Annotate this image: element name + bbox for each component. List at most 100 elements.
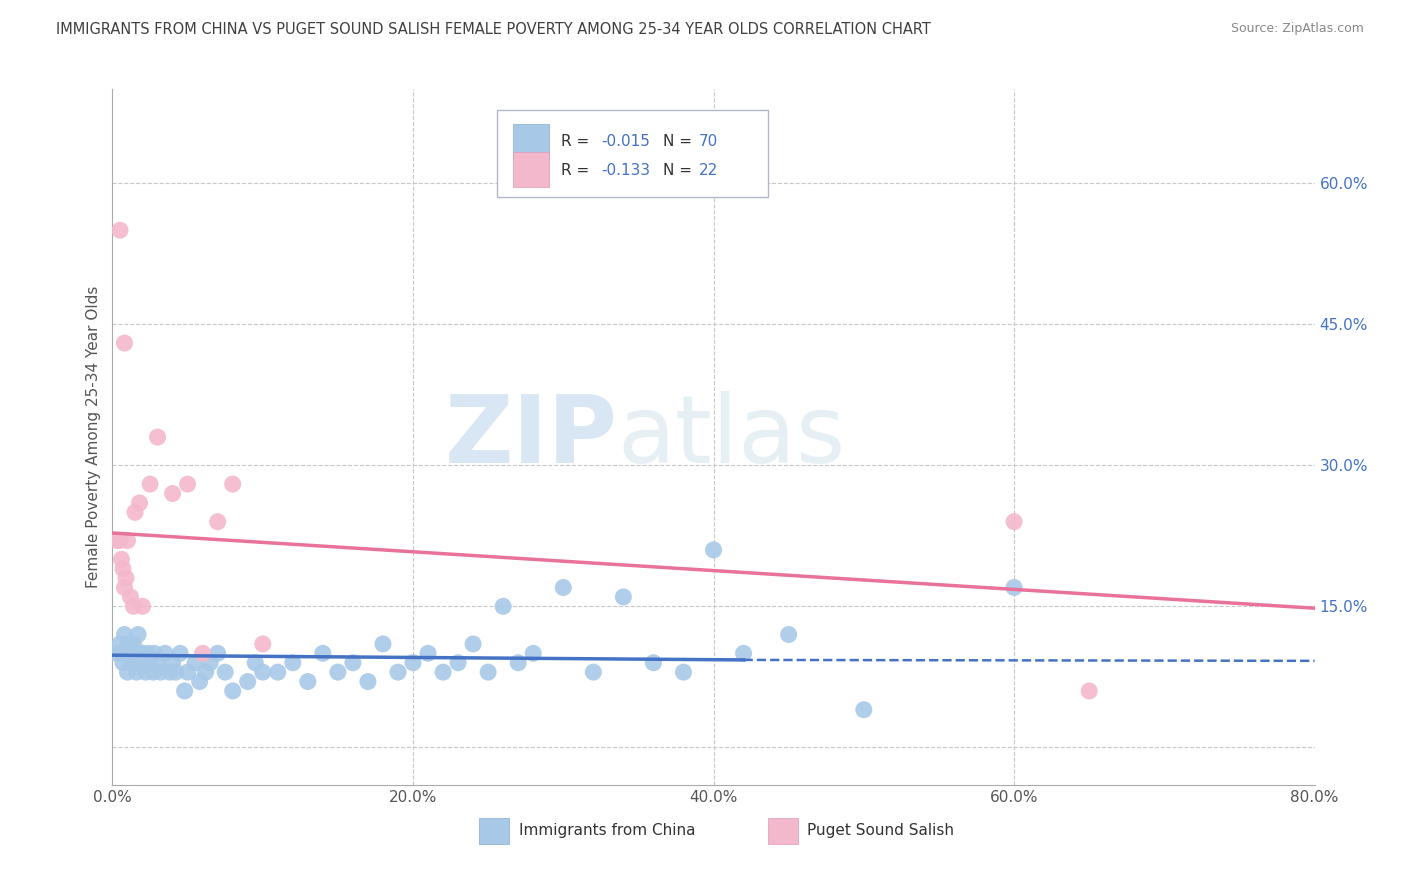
Point	[114, 336, 136, 351]
Text: 70: 70	[699, 134, 718, 149]
Point	[281, 656, 304, 670]
Point	[1002, 515, 1025, 529]
Point	[120, 646, 142, 660]
Point	[357, 674, 380, 689]
Point	[236, 674, 259, 689]
FancyBboxPatch shape	[498, 110, 768, 197]
Point	[402, 656, 425, 670]
Point	[312, 646, 335, 660]
Point	[139, 656, 162, 670]
Point	[432, 665, 454, 680]
Point	[207, 515, 229, 529]
Point	[702, 542, 725, 557]
Point	[173, 684, 195, 698]
Text: atlas: atlas	[617, 391, 845, 483]
Point	[1002, 581, 1025, 595]
Point	[142, 665, 165, 680]
Text: R =: R =	[561, 163, 593, 178]
Point	[146, 430, 169, 444]
Point	[643, 656, 665, 670]
Point	[105, 533, 128, 548]
Bar	[768, 818, 797, 844]
Point	[111, 562, 134, 576]
Point	[198, 656, 221, 670]
Bar	[513, 152, 548, 186]
Point	[121, 656, 143, 670]
Point	[461, 637, 484, 651]
Text: R =: R =	[561, 134, 593, 149]
Point	[176, 665, 198, 680]
Point	[143, 646, 166, 660]
Point	[522, 646, 544, 660]
Text: Source: ZipAtlas.com: Source: ZipAtlas.com	[1230, 22, 1364, 36]
Point	[852, 703, 875, 717]
Point	[153, 646, 176, 660]
Point	[508, 656, 530, 670]
Text: N =: N =	[664, 163, 697, 178]
Point	[110, 646, 132, 660]
Point	[222, 684, 245, 698]
Text: 22: 22	[699, 163, 718, 178]
Point	[114, 627, 136, 641]
Point	[169, 646, 191, 660]
Point	[194, 665, 217, 680]
Point	[416, 646, 439, 660]
Point	[162, 486, 184, 500]
Text: IMMIGRANTS FROM CHINA VS PUGET SOUND SALISH FEMALE POVERTY AMONG 25-34 YEAR OLDS: IMMIGRANTS FROM CHINA VS PUGET SOUND SAL…	[56, 22, 931, 37]
Point	[326, 665, 349, 680]
Point	[553, 581, 575, 595]
Point	[117, 665, 139, 680]
Point	[111, 656, 134, 670]
Point	[122, 599, 145, 614]
Point	[191, 646, 214, 660]
Bar	[479, 818, 509, 844]
Point	[222, 477, 245, 491]
Point	[146, 656, 169, 670]
Point	[162, 656, 184, 670]
Point	[108, 533, 131, 548]
Point	[149, 665, 172, 680]
Point	[1078, 684, 1101, 698]
Point	[477, 665, 499, 680]
Text: Puget Sound Salish: Puget Sound Salish	[807, 823, 955, 838]
Point	[105, 646, 128, 660]
Point	[165, 665, 187, 680]
Point	[127, 627, 149, 641]
Point	[176, 477, 198, 491]
Point	[245, 656, 267, 670]
Point	[342, 656, 364, 670]
Point	[371, 637, 394, 651]
Point	[125, 665, 148, 680]
Point	[387, 665, 409, 680]
Point	[159, 665, 181, 680]
Y-axis label: Female Poverty Among 25-34 Year Olds: Female Poverty Among 25-34 Year Olds	[86, 286, 101, 588]
Point	[207, 646, 229, 660]
Point	[115, 571, 138, 585]
Point	[124, 505, 146, 519]
Text: -0.133: -0.133	[602, 163, 651, 178]
Point	[118, 637, 141, 651]
Point	[131, 646, 153, 660]
Point	[131, 599, 153, 614]
Point	[129, 646, 152, 660]
Point	[122, 637, 145, 651]
Point	[108, 637, 131, 651]
Point	[214, 665, 236, 680]
Point	[124, 646, 146, 660]
Point	[135, 665, 157, 680]
Point	[115, 646, 138, 660]
Point	[132, 656, 155, 670]
Point	[128, 656, 150, 670]
Text: Immigrants from China: Immigrants from China	[519, 823, 696, 838]
Point	[582, 665, 605, 680]
Text: -0.015: -0.015	[602, 134, 651, 149]
Point	[447, 656, 470, 670]
Point	[117, 533, 139, 548]
Point	[267, 665, 290, 680]
Point	[128, 496, 150, 510]
Point	[778, 627, 800, 641]
Text: ZIP: ZIP	[444, 391, 617, 483]
Point	[297, 674, 319, 689]
Point	[252, 637, 274, 651]
Bar	[513, 124, 548, 159]
